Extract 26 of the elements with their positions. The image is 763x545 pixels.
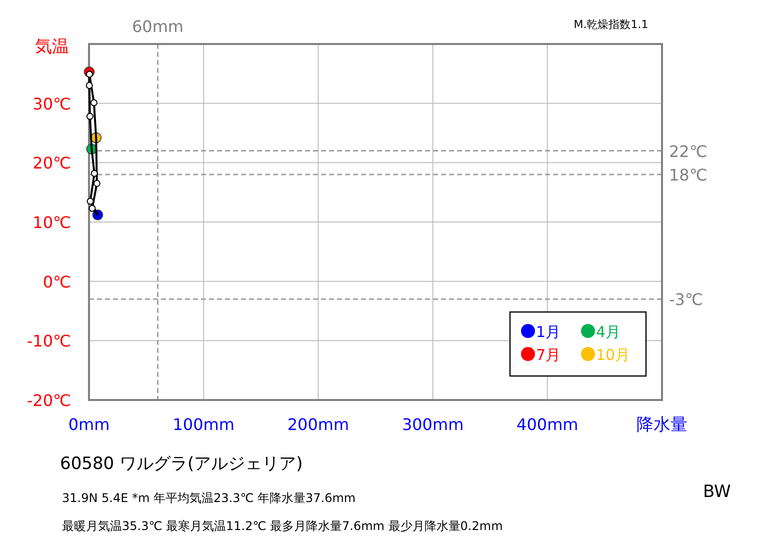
x-tick-label: 0mm <box>68 415 110 434</box>
text: 60580 ワルグラ(アルジェリア) <box>60 454 303 474</box>
text: 最暖月気温35.3℃ 最寒月気温11.2℃ 最多月降水量7.6mm 最少月降水量0.2mm <box>62 519 503 533</box>
legend-label: 10月 <box>596 346 630 364</box>
ref-line-label: -3℃ <box>669 290 703 310</box>
text: BW <box>703 482 732 502</box>
legend-label: 4月 <box>596 323 621 341</box>
ref-line-label: 60mm <box>132 17 184 36</box>
x-tick-label: 300mm <box>402 415 464 434</box>
x-axis-title: 降水量 <box>636 415 688 435</box>
legend-label: 7月 <box>536 346 561 364</box>
y-tick-label: 0℃ <box>42 272 71 292</box>
x-tick-label: 200mm <box>287 415 350 434</box>
x-tick-label: 400mm <box>516 415 578 434</box>
ref-line-label: 18℃ <box>669 166 708 185</box>
y-tick-label: -20℃ <box>26 391 71 410</box>
x-tick-label: 100mm <box>172 415 234 434</box>
y-tick-label: 20℃ <box>32 154 71 173</box>
text: M.乾燥指数1.1 <box>574 18 648 31</box>
y-tick-label: 30℃ <box>32 94 71 114</box>
ref-line-label: 22℃ <box>669 142 708 161</box>
y-axis-title: 気温 <box>35 37 69 57</box>
y-tick-label: 10℃ <box>32 213 71 232</box>
text: 31.9N 5.4E *m 年平均気温23.3℃ 年降水量37.6mm <box>62 491 356 505</box>
legend-label: 1月 <box>536 323 561 341</box>
y-tick-label: -10℃ <box>26 332 71 351</box>
